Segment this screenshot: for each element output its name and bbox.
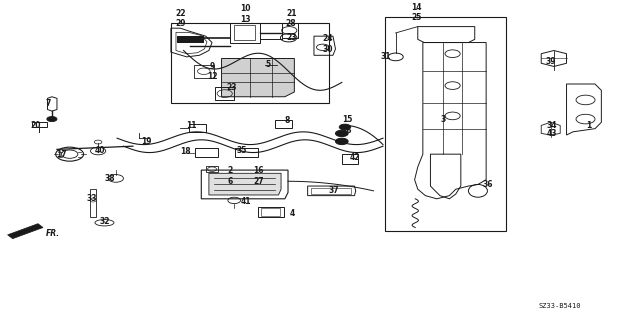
Text: 41: 41 bbox=[241, 197, 251, 206]
Text: 1: 1 bbox=[586, 121, 591, 130]
Text: 17: 17 bbox=[56, 150, 66, 159]
Text: 3: 3 bbox=[441, 115, 446, 124]
Circle shape bbox=[335, 138, 348, 145]
Text: 5: 5 bbox=[266, 60, 271, 69]
Text: 20: 20 bbox=[30, 121, 41, 130]
Text: 23: 23 bbox=[286, 33, 297, 42]
Circle shape bbox=[339, 124, 351, 130]
Text: 32: 32 bbox=[100, 217, 110, 226]
Text: 16
27: 16 27 bbox=[253, 166, 263, 186]
Text: SZ33-B5410: SZ33-B5410 bbox=[539, 303, 582, 309]
Text: 37: 37 bbox=[329, 186, 339, 195]
Text: 40: 40 bbox=[95, 146, 105, 155]
Text: 33: 33 bbox=[87, 194, 97, 203]
Text: 7: 7 bbox=[46, 99, 51, 108]
Text: 36: 36 bbox=[482, 180, 493, 189]
Text: 42: 42 bbox=[349, 153, 360, 162]
Polygon shape bbox=[209, 173, 281, 195]
Text: 4: 4 bbox=[290, 209, 295, 218]
Text: 8: 8 bbox=[285, 116, 290, 125]
Text: 22
29: 22 29 bbox=[175, 9, 185, 28]
Text: 34: 34 bbox=[547, 121, 557, 130]
Text: 9
12: 9 12 bbox=[207, 61, 217, 81]
Text: FR.: FR. bbox=[46, 229, 60, 238]
Polygon shape bbox=[8, 224, 43, 239]
Text: 35: 35 bbox=[237, 146, 247, 155]
Text: 10
13: 10 13 bbox=[241, 4, 251, 24]
Text: 23: 23 bbox=[227, 83, 237, 92]
Text: 14
25: 14 25 bbox=[411, 3, 422, 22]
Text: 31: 31 bbox=[380, 52, 391, 61]
Text: 19: 19 bbox=[142, 137, 152, 146]
Text: 21
28: 21 28 bbox=[286, 9, 296, 28]
Text: 15
26: 15 26 bbox=[342, 115, 352, 134]
Polygon shape bbox=[222, 59, 294, 97]
Text: 38: 38 bbox=[105, 173, 115, 183]
Text: 11: 11 bbox=[186, 121, 196, 130]
Circle shape bbox=[335, 130, 348, 137]
Text: 39: 39 bbox=[546, 57, 556, 66]
Text: 18: 18 bbox=[180, 148, 191, 156]
Text: 43: 43 bbox=[547, 129, 557, 138]
Text: 2
6: 2 6 bbox=[228, 166, 233, 186]
Text: 24
30: 24 30 bbox=[323, 35, 333, 54]
Circle shape bbox=[47, 116, 57, 122]
